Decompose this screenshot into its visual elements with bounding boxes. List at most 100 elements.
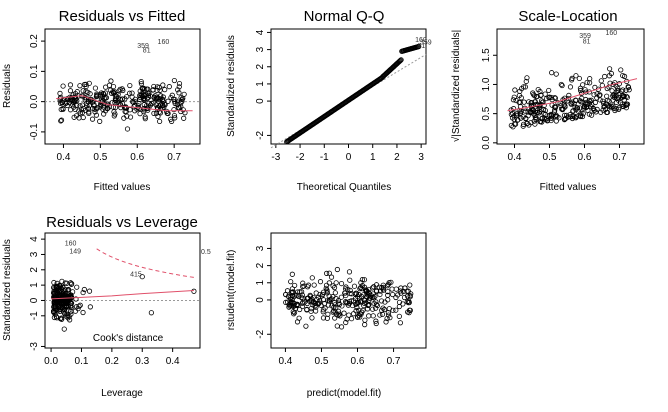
data-point: [291, 302, 297, 309]
y-tick-label: 3: [255, 46, 266, 52]
data-point: [191, 288, 197, 294]
data-point: [398, 57, 404, 63]
data-point: [354, 305, 360, 311]
data-point: [328, 274, 335, 280]
data-point: [320, 309, 326, 315]
data-point: [553, 71, 559, 77]
panel-rstudent-vs-predict: 0.4 0.5 0.6 0.7 -2 0 1 2 3 predict(model.fit) rs…: [226, 232, 427, 399]
data-point: [610, 92, 617, 98]
data-point: [76, 303, 82, 309]
data-point: [580, 82, 586, 88]
point-annotation: 160: [415, 37, 427, 44]
data-point: [311, 282, 317, 288]
x-tick-label: 0: [346, 152, 352, 163]
data-point: [162, 102, 168, 108]
data-point: [539, 116, 545, 122]
data-point: [358, 280, 364, 286]
data-point: [600, 98, 606, 104]
data-point: [295, 293, 302, 299]
data-point: [511, 116, 517, 123]
data-point: [69, 281, 75, 287]
data-point: [561, 117, 568, 123]
point-annotation: 359: [137, 43, 149, 50]
data-point: [610, 97, 616, 103]
data-point: [613, 92, 619, 99]
data-point: [334, 323, 340, 329]
data-point: [305, 282, 312, 288]
data-point: [150, 87, 156, 93]
data-point: [598, 78, 604, 84]
data-point: [138, 79, 144, 85]
data-point: [372, 293, 378, 299]
data-point: [397, 57, 403, 64]
data-point: [373, 318, 379, 324]
data-point: [539, 115, 546, 121]
data-point: [344, 316, 350, 322]
x-tick-label: 0.6: [351, 356, 365, 367]
data-point: [611, 105, 617, 111]
smooth-line: [56, 95, 193, 112]
data-point: [315, 294, 322, 300]
data-point: [93, 112, 100, 118]
data-point: [564, 112, 570, 118]
x-tick-label: 0.5: [93, 152, 107, 163]
data-point: [74, 284, 80, 290]
data-point: [67, 107, 74, 113]
panel-residuals-vs-leverage: Residuals vs Leverage 0.0 0.1 0.2 0.3 0.4 -3 -…: [2, 214, 211, 399]
y-tick-label: 4: [29, 236, 40, 242]
data-point: [103, 95, 110, 101]
panel-scale-location: Scale-Location 0.4 0.5 0.6 0.7 0.0 0.5 1.0 1.5 1…: [450, 8, 645, 193]
data-point: [568, 100, 574, 106]
data-point: [144, 95, 150, 102]
data-point: [596, 92, 602, 99]
data-point: [406, 307, 413, 313]
data-point: [625, 84, 632, 90]
point-annotation: 359: [579, 33, 591, 40]
data-point: [357, 286, 363, 292]
data-point: [126, 90, 133, 96]
data-point: [548, 117, 554, 124]
data-point: [77, 110, 83, 116]
data-point: [97, 118, 103, 124]
x-tick-label: -2: [296, 152, 305, 163]
y-tick-label: -2: [255, 329, 266, 338]
data-point: [346, 298, 353, 305]
data-point: [508, 122, 514, 129]
x-tick-label: 0.5: [315, 356, 329, 367]
y-tick-label: 0: [255, 297, 266, 303]
data-point: [63, 303, 70, 310]
data-point: [120, 87, 126, 94]
data-point: [312, 300, 318, 306]
data-point: [57, 90, 63, 96]
data-point: [518, 95, 524, 101]
data-point: [138, 81, 145, 87]
data-point: [171, 77, 177, 84]
data-point: [142, 116, 148, 122]
data-point: [617, 99, 624, 106]
data-point: [333, 296, 339, 302]
data-point: [556, 115, 562, 121]
data-point: [353, 290, 360, 296]
data-point: [65, 293, 71, 300]
data-point: [110, 89, 116, 95]
x-axis-label: Fitted values: [540, 182, 597, 193]
data-point: [517, 88, 523, 94]
data-point: [536, 110, 542, 116]
data-point: [591, 107, 597, 113]
data-point: [593, 109, 599, 115]
data-point: [72, 308, 79, 314]
data-point: [103, 84, 109, 90]
data-point: [62, 293, 68, 300]
data-point: [597, 92, 603, 98]
data-point: [154, 84, 160, 90]
data-point: [112, 89, 118, 95]
y-tick-label: 0.2: [29, 34, 40, 48]
data-point: [180, 107, 186, 113]
point-annotation: 160: [65, 240, 77, 247]
y-axis-label: Standardized residuals: [2, 239, 13, 341]
data-point: [86, 103, 92, 109]
data-point: [101, 91, 107, 97]
data-point: [546, 94, 553, 100]
data-point: [335, 308, 342, 314]
data-point: [345, 286, 351, 292]
